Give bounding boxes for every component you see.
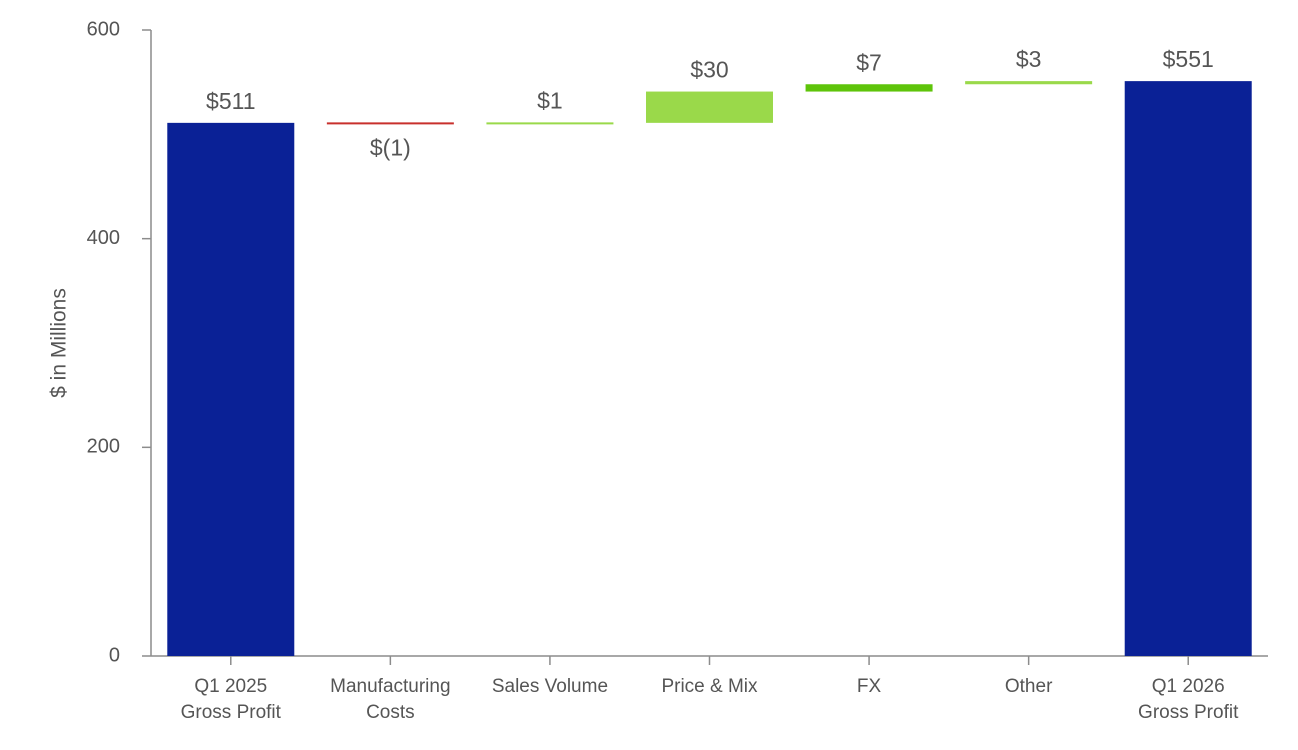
bar-0 [167, 122, 295, 656]
axes [150, 30, 1268, 657]
bar-5 [965, 81, 1093, 85]
y-tick-label: 400 [87, 227, 120, 249]
data-label: $3 [1016, 46, 1042, 72]
y-tick-label: 600 [87, 18, 120, 40]
bars: $511 $(1) $1 $30 $7 $3 $551 [167, 46, 1252, 656]
y-tick-label: 200 [87, 436, 120, 458]
bar-6 [1124, 81, 1252, 656]
x-tick-label: Costs [366, 702, 415, 723]
y-ticks: 0 200 400 600 [87, 18, 151, 666]
x-tick-label: FX [857, 676, 882, 697]
data-label: $(1) [370, 134, 411, 160]
x-tick-label: Manufacturing [330, 676, 450, 697]
data-label: $551 [1163, 46, 1214, 72]
x-tick-label: Other [1005, 676, 1053, 697]
data-label: $7 [856, 49, 882, 75]
x-tick-label: Sales Volume [492, 676, 608, 697]
x-tick-label: Gross Profit [181, 702, 282, 723]
data-label: $1 [537, 87, 563, 113]
data-label: $511 [206, 88, 255, 114]
bar-3 [646, 91, 773, 123]
x-tick-label: Q1 2025 [194, 676, 267, 697]
y-axis-title: $ in Millions [48, 288, 71, 398]
data-label: $30 [690, 57, 728, 83]
bar-2 [486, 122, 614, 125]
bar-1 [326, 122, 454, 125]
x-tick-label: Price & Mix [661, 676, 758, 697]
y-tick-label: 0 [109, 644, 120, 666]
x-tick-label: Q1 2026 [1152, 676, 1225, 697]
bar-4 [805, 84, 933, 92]
x-tick-label: Gross Profit [1138, 702, 1239, 723]
x-ticks: Q1 2025 Gross Profit Manufacturing Costs Sal… [181, 656, 1239, 723]
